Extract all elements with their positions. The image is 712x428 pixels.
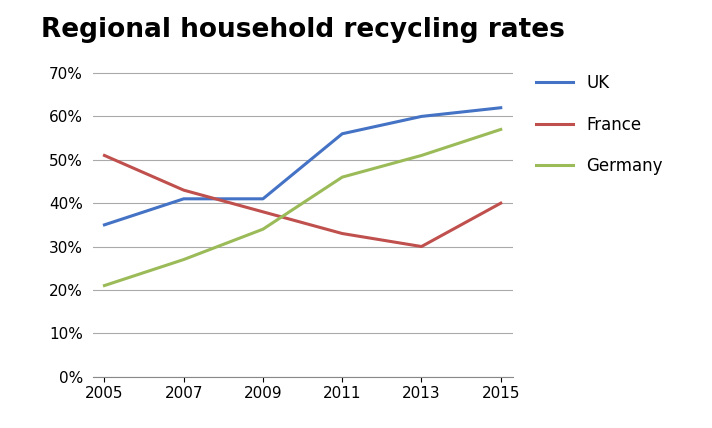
Germany — [417, 153, 426, 158]
France — [258, 209, 267, 214]
Germany — [496, 127, 505, 132]
Line: France: France — [105, 155, 501, 247]
France — [417, 244, 426, 249]
Line: UK: UK — [105, 108, 501, 225]
Legend: UK, France, Germany: UK, France, Germany — [530, 68, 669, 181]
France — [496, 201, 505, 206]
UK — [258, 196, 267, 202]
France — [100, 153, 109, 158]
France — [179, 187, 188, 193]
Germany — [179, 257, 188, 262]
UK — [496, 105, 505, 110]
Germany — [258, 226, 267, 232]
UK — [179, 196, 188, 202]
Title: Regional household recycling rates: Regional household recycling rates — [41, 18, 565, 44]
UK — [417, 114, 426, 119]
UK — [100, 222, 109, 227]
France — [338, 231, 347, 236]
Germany — [338, 175, 347, 180]
Line: Germany: Germany — [105, 129, 501, 285]
UK — [338, 131, 347, 137]
Germany — [100, 283, 109, 288]
